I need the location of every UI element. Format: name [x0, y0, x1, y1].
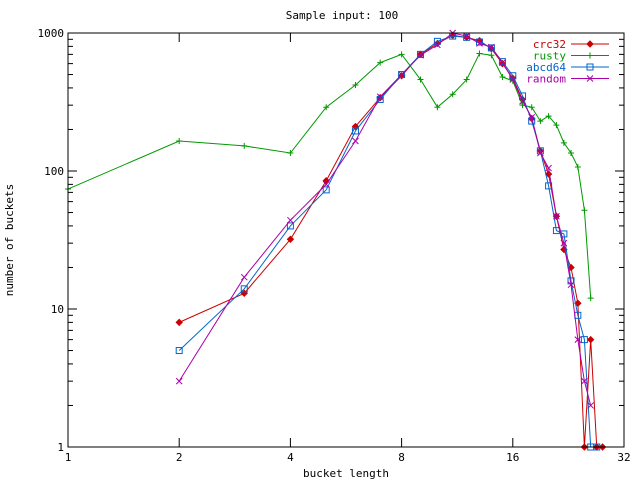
data-point	[553, 212, 560, 220]
data-point	[586, 63, 594, 71]
data-point	[240, 273, 248, 281]
data-point	[416, 50, 424, 58]
legend-label: abcd64	[526, 61, 566, 74]
x-tick-label: 32	[617, 451, 630, 464]
legend-label: crc32	[533, 38, 566, 51]
data-point	[417, 51, 424, 59]
data-point	[574, 163, 581, 170]
data-point	[519, 97, 526, 105]
data-point	[175, 347, 183, 355]
y-axis-label: number of buckets	[3, 184, 16, 297]
series-random	[175, 29, 595, 409]
data-point	[586, 75, 594, 82]
x-tick-label: 4	[287, 451, 294, 464]
legend-label: rusty	[533, 50, 566, 63]
data-point	[398, 71, 405, 78]
x-tick-label: 16	[506, 451, 519, 464]
data-point	[476, 40, 483, 47]
data-point	[417, 76, 424, 83]
x-axis-label: bucket length	[303, 467, 389, 480]
data-point	[560, 239, 568, 247]
data-point	[581, 207, 588, 214]
data-point	[175, 377, 183, 385]
data-point	[587, 52, 593, 59]
data-point	[498, 58, 506, 66]
data-point	[586, 40, 594, 48]
data-point	[398, 51, 405, 58]
data-point	[240, 285, 248, 293]
y-tick-label: 1000	[38, 27, 65, 40]
data-point	[377, 59, 384, 66]
data-point	[568, 150, 575, 157]
y-axis-ticks: 1 10 100 1000	[38, 27, 624, 454]
data-point	[322, 186, 330, 194]
data-point	[580, 336, 588, 344]
data-point	[519, 92, 527, 100]
data-point	[560, 139, 567, 146]
data-point	[286, 235, 295, 243]
data-point	[574, 299, 582, 307]
data-point	[287, 216, 294, 224]
data-point	[528, 113, 536, 121]
data-point	[398, 71, 406, 79]
data-point	[587, 402, 595, 409]
data-point	[434, 41, 441, 49]
data-point	[488, 52, 495, 59]
data-point	[352, 137, 359, 145]
data-point	[545, 113, 552, 120]
series-line	[67, 52, 592, 299]
data-point	[352, 81, 359, 88]
y-tick-label: 1	[57, 441, 64, 454]
data-point	[586, 335, 595, 344]
plot-area	[65, 29, 607, 451]
data-point	[434, 104, 441, 111]
data-point	[322, 181, 330, 188]
data-point	[463, 32, 471, 40]
data-point	[553, 122, 560, 129]
x-tick-label: 8	[398, 451, 405, 464]
y-tick-label: 10	[51, 303, 64, 316]
data-point	[545, 164, 552, 172]
data-point	[241, 142, 248, 149]
data-point	[499, 59, 506, 66]
data-point	[567, 281, 575, 289]
x-tick-label: 2	[176, 451, 183, 464]
data-point	[286, 222, 294, 230]
y-tick-label: 100	[44, 165, 64, 178]
data-point	[487, 44, 495, 52]
data-point	[351, 127, 359, 135]
data-point	[463, 76, 470, 83]
data-point	[537, 149, 544, 157]
data-point	[287, 150, 294, 157]
data-point	[537, 118, 544, 125]
legend-label: random	[526, 73, 566, 86]
plot-frame	[67, 32, 625, 448]
data-point	[552, 227, 560, 235]
data-point	[376, 93, 384, 101]
data-point	[176, 137, 183, 144]
chart-title: Sample input: 100	[286, 9, 399, 22]
data-point	[581, 377, 588, 385]
data-point	[528, 104, 535, 111]
data-point	[574, 336, 582, 343]
data-point	[323, 104, 330, 111]
data-point	[351, 122, 360, 131]
data-point	[449, 91, 456, 98]
data-point	[488, 43, 495, 51]
data-point	[476, 50, 483, 57]
data-point	[175, 318, 183, 327]
x-tick-label: 1	[65, 451, 72, 464]
data-point	[587, 295, 594, 302]
x-axis-ticks: 1 2 4 8 16 32	[65, 33, 631, 464]
data-point	[509, 76, 517, 83]
data-point	[499, 73, 506, 80]
